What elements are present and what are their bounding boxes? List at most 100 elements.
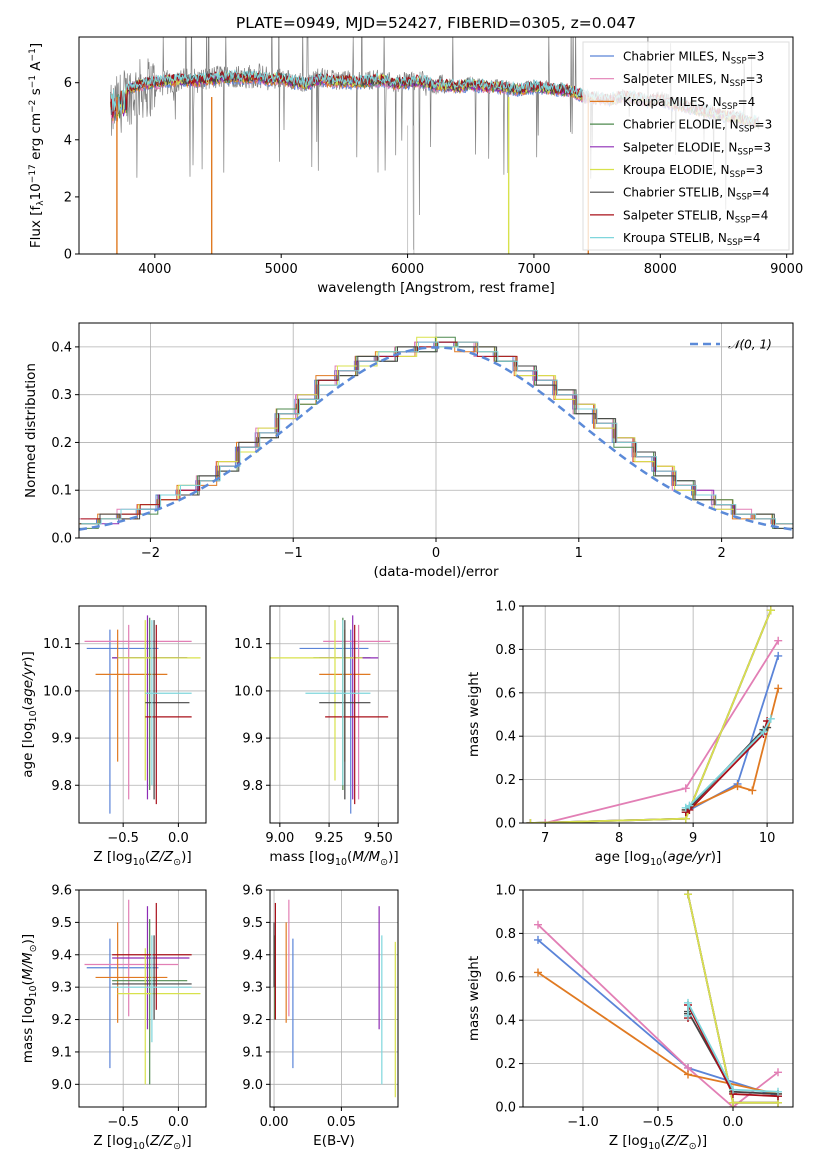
y-tick-label: 9.4 bbox=[51, 948, 72, 963]
x-tick-label: 8000 bbox=[644, 262, 677, 277]
y-tick-label: 0.8 bbox=[495, 927, 516, 942]
plot-area bbox=[84, 899, 201, 1085]
weight-marker bbox=[733, 782, 742, 791]
x-tick-label: 9 bbox=[689, 831, 697, 846]
figure-title: PLATE=0949, MJD=52427, FIBERID=0305, z=0… bbox=[236, 14, 636, 32]
weight-marker bbox=[766, 714, 775, 723]
y-tick-label: 9.6 bbox=[242, 884, 263, 899]
weight-marker bbox=[774, 684, 783, 693]
x-tick-label: 6000 bbox=[391, 262, 424, 277]
legend: 𝒩(0, 1) bbox=[690, 338, 772, 352]
x-tick-label: 7 bbox=[541, 831, 549, 846]
legend-label: Chabrier ELODIE, NSSP=3 bbox=[623, 118, 772, 135]
x-axis-label: mass [log10(M/M⊙)] bbox=[269, 849, 398, 868]
panel-residuals: −2 −1 0 1 2 0.0 0.1 0.2 0.3 0.4 𝒩(0, 1) (data-model… bbox=[23, 322, 794, 580]
weight-marker bbox=[684, 1011, 692, 1020]
x-tick-label: −0.5 bbox=[107, 831, 139, 846]
axes-frame bbox=[522, 889, 794, 1108]
plot-area bbox=[273, 899, 396, 1098]
weight-marker bbox=[774, 1087, 782, 1096]
panel-weight_vs_age: 7 8 9 10 0.0 0.2 0.4 0.6 0.8 1.0 age [log10(age/yr… bbox=[466, 600, 794, 868]
y-tick-label: 9.3 bbox=[242, 981, 263, 996]
weight-marker bbox=[526, 819, 535, 823]
y-tick-label: 9.5 bbox=[51, 916, 72, 931]
y-axis-label: Flux [fλ10−17 erg cm−2 s−1 A−1] bbox=[28, 43, 46, 248]
weight-marker bbox=[534, 920, 542, 929]
legend-label: Salpeter STELIB, NSSP=4 bbox=[623, 208, 768, 225]
y-tick-label: 0.6 bbox=[495, 970, 516, 985]
x-axis-label: Z [log10(Z/Z⊙)] bbox=[93, 1133, 191, 1152]
y-axis-label: mass weight bbox=[466, 956, 482, 1041]
y-tick-label: 9.8 bbox=[242, 779, 263, 794]
axes-frame bbox=[78, 605, 207, 824]
y-tick-label: 9.9 bbox=[242, 732, 263, 747]
x-axis-label: Z [log10(Z/Z⊙)] bbox=[93, 849, 191, 868]
legend: Chabrier MILES, NSSP=3 Salpeter MILES, NS… bbox=[582, 41, 790, 251]
weight-marker bbox=[759, 727, 768, 736]
y-tick-label: 1.0 bbox=[495, 600, 516, 615]
y-tick-label: 9.0 bbox=[51, 1078, 72, 1093]
x-tick-label: 1 bbox=[575, 546, 583, 561]
legend-label: Kroupa STELIB, NSSP=4 bbox=[623, 231, 761, 248]
histogram-series bbox=[81, 341, 793, 525]
y-tick-label: 6 bbox=[64, 76, 72, 91]
y-tick-label: 0.0 bbox=[495, 817, 516, 832]
y-tick-label: 0.4 bbox=[51, 340, 72, 355]
y-tick-label: 0.6 bbox=[495, 686, 516, 701]
y-tick-label: 9.1 bbox=[242, 1045, 263, 1060]
y-axis-label: mass [log10(M/M⊙)] bbox=[20, 934, 39, 1063]
histogram-series bbox=[80, 341, 793, 529]
weight-marker bbox=[729, 1098, 737, 1107]
plot-area bbox=[270, 615, 391, 814]
x-tick-label: 0.05 bbox=[327, 1115, 356, 1130]
weight-line bbox=[685, 718, 772, 809]
weight-marker bbox=[748, 786, 757, 795]
legend-label: Salpeter MILES, NSSP=3 bbox=[623, 72, 763, 89]
plot-area bbox=[526, 606, 783, 823]
y-tick-label: 9.4 bbox=[242, 948, 263, 963]
legend-label: Kroupa MILES, NSSP=4 bbox=[623, 95, 755, 112]
y-axis-label: mass weight bbox=[466, 672, 482, 757]
axes-frame bbox=[269, 605, 399, 824]
x-tick-label: 0 bbox=[432, 546, 440, 561]
weight-marker bbox=[684, 1070, 692, 1079]
y-tick-label: 10.1 bbox=[43, 637, 72, 652]
y-tick-label: 0.3 bbox=[51, 388, 72, 403]
weight-marker bbox=[684, 890, 692, 899]
weight-marker bbox=[766, 606, 775, 615]
y-tick-label: 10.0 bbox=[43, 684, 72, 699]
x-tick-label: 9000 bbox=[770, 262, 803, 277]
legend-label: 𝒩(0, 1) bbox=[728, 338, 772, 352]
weight-marker bbox=[774, 636, 783, 645]
x-tick-label: 5000 bbox=[265, 262, 298, 277]
x-tick-label: 8 bbox=[615, 831, 623, 846]
y-tick-label: 0.8 bbox=[495, 643, 516, 658]
y-tick-label: 0.1 bbox=[51, 484, 72, 499]
x-tick-label: 4000 bbox=[138, 262, 171, 277]
x-tick-label: −0.5 bbox=[107, 1115, 139, 1130]
y-tick-label: 0.0 bbox=[51, 532, 72, 547]
x-tick-label: 9.25 bbox=[315, 831, 344, 846]
y-tick-label: 10.0 bbox=[234, 684, 263, 699]
panel-weight_vs_Z: −1.0 −0.5 0.0 0.0 0.2 0.4 0.6 0.8 1.0 Z [log10(Z/… bbox=[466, 884, 794, 1152]
x-tick-label: 0.0 bbox=[168, 1115, 189, 1130]
histogram-series bbox=[79, 341, 791, 525]
weight-line bbox=[687, 1002, 779, 1093]
weight-marker bbox=[729, 1085, 737, 1094]
axes-frame bbox=[78, 889, 207, 1108]
axes-frame bbox=[78, 36, 794, 255]
y-tick-label: 1.0 bbox=[495, 884, 516, 899]
weight-marker bbox=[681, 784, 690, 793]
y-axis-label: Normed distribution bbox=[23, 363, 39, 498]
y-tick-label: 0 bbox=[64, 248, 72, 263]
weight-marker bbox=[774, 1068, 782, 1077]
y-tick-label: 9.0 bbox=[242, 1078, 263, 1093]
weight-marker bbox=[685, 801, 694, 810]
x-tick-label: 10 bbox=[759, 831, 776, 846]
weight-marker bbox=[541, 819, 550, 823]
y-axis-label: age [log10(age/yr)] bbox=[20, 651, 39, 777]
weight-marker bbox=[534, 968, 542, 977]
y-tick-label: 0.4 bbox=[495, 1014, 516, 1029]
legend-label: Kroupa ELODIE, NSSP=3 bbox=[623, 163, 763, 180]
